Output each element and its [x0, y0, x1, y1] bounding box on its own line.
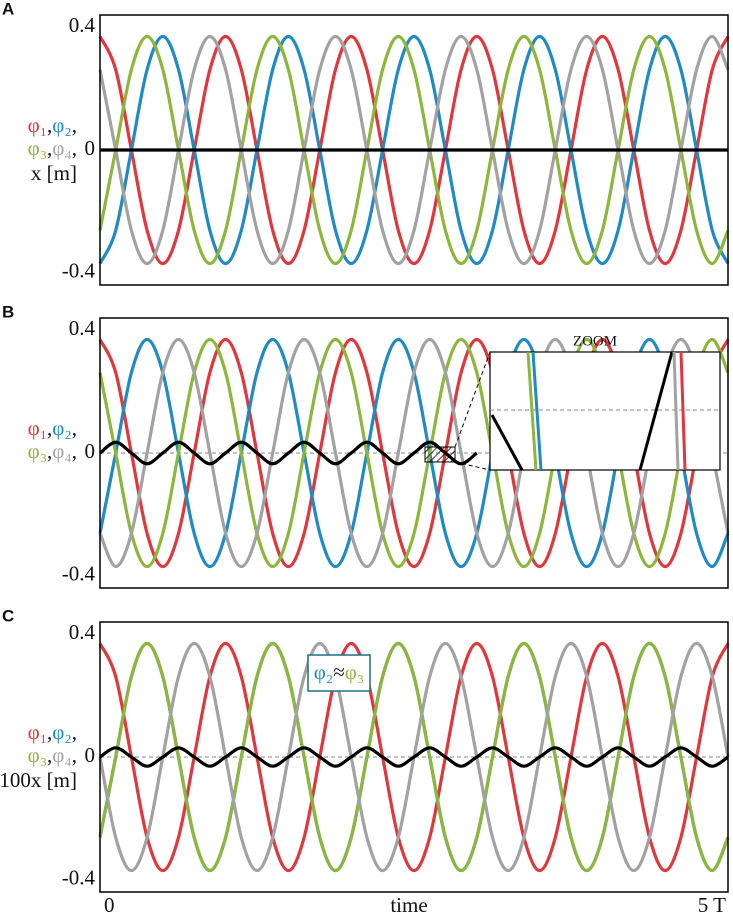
zoom-curve	[672, 351, 680, 471]
legend-entry: φ₃	[28, 439, 47, 463]
y-tick-label: -0.4	[62, 259, 96, 283]
y-tick-label: 0	[85, 136, 96, 160]
y-tick-label: 0.4	[69, 13, 96, 37]
zoom-curve	[679, 351, 687, 471]
y-axis-label-line: φ₁,φ₂,	[28, 720, 77, 744]
annotation-part: φ₂	[314, 660, 333, 684]
legend-entry: φ₃	[28, 743, 47, 767]
legend-entry: φ₁	[28, 416, 47, 440]
annotation-box	[307, 654, 371, 692]
annotation-part: φ₃	[345, 660, 364, 684]
series-line	[98, 34, 730, 266]
series-line	[98, 34, 730, 266]
zoom-curve	[531, 351, 543, 471]
plot-frame	[99, 14, 729, 286]
legend-entry: φ₄	[52, 439, 71, 463]
legend-separator: ,	[72, 416, 77, 440]
zoom-connector	[454, 351, 491, 448]
annotation-part: ≈	[333, 660, 345, 684]
legend-separator: ,	[72, 136, 77, 160]
legend-separator: ,	[47, 720, 52, 744]
y-axis-label-line: φ₃,φ₄,	[28, 439, 77, 463]
series-line	[99, 440, 478, 466]
x-tick-label: 0	[104, 893, 115, 917]
y-tick-label: -0.4	[62, 866, 96, 890]
legend-entry: φ₃	[28, 136, 47, 160]
y-axis-label-line: φ₁,φ₂,	[28, 113, 77, 137]
y-axis-label-line: x [m]	[31, 161, 77, 185]
y-tick-label: 0	[85, 439, 96, 463]
plot-frame	[99, 621, 729, 893]
zoom-region	[424, 446, 456, 463]
series-line	[98, 34, 730, 266]
y-axis-label-line: 100x [m]	[0, 768, 77, 792]
legend-separator: ,	[72, 720, 77, 744]
zoom-curve	[638, 351, 674, 471]
x-tick-label: 5 T	[698, 893, 726, 917]
legend-entry: φ₂	[52, 720, 71, 744]
legend-separator: ,	[72, 743, 77, 767]
annotation: φ₂≈φ₃	[314, 660, 364, 684]
y-tick-label: 0	[85, 743, 96, 767]
zoom-connector	[454, 461, 491, 471]
series-line	[98, 337, 730, 569]
panel-label: C	[2, 606, 14, 625]
legend-separator: ,	[47, 439, 52, 463]
zoom-curve	[526, 351, 538, 471]
y-tick-label: 0.4	[69, 620, 96, 644]
series-line	[99, 746, 729, 768]
legend-separator: ,	[47, 416, 52, 440]
legend-entry: φ₁	[28, 113, 47, 137]
legend-entry: φ₄	[52, 136, 71, 160]
legend-entry: φ₁	[28, 720, 47, 744]
legend-entry: φ₄	[52, 743, 71, 767]
zoom-overlay: ZOOM	[424, 333, 721, 471]
zoom-curve	[490, 414, 524, 471]
legend-separator: ,	[47, 113, 52, 137]
series-line	[98, 641, 730, 873]
x-axis-label: time	[390, 893, 427, 917]
panel-label: A	[2, 0, 14, 18]
legend-entry: φ₂	[52, 113, 71, 137]
legend-separator: ,	[72, 113, 77, 137]
y-tick-label: 0.4	[69, 316, 96, 340]
series-line	[98, 34, 730, 266]
plot-frame	[99, 317, 729, 589]
series-line	[98, 641, 730, 873]
legend-entry: φ₂	[52, 416, 71, 440]
y-axis-label-line: φ₃,φ₄,	[28, 743, 77, 767]
y-axis-label-line: φ₁,φ₂,	[28, 416, 77, 440]
y-tick-label: -0.4	[62, 562, 96, 586]
annotation-group: φ₂≈φ₃	[307, 654, 371, 692]
legend-separator: ,	[47, 743, 52, 767]
legend-separator: ,	[47, 136, 52, 160]
panel-label: B	[2, 302, 14, 321]
y-axis-label-line: φ₃,φ₄,	[28, 136, 77, 160]
zoom-label: ZOOM	[573, 333, 617, 349]
legend-separator: ,	[72, 439, 77, 463]
